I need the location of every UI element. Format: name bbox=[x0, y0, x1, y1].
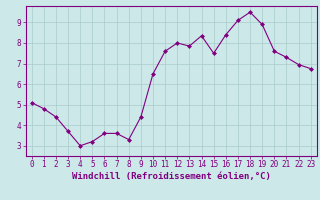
X-axis label: Windchill (Refroidissement éolien,°C): Windchill (Refroidissement éolien,°C) bbox=[72, 172, 271, 181]
